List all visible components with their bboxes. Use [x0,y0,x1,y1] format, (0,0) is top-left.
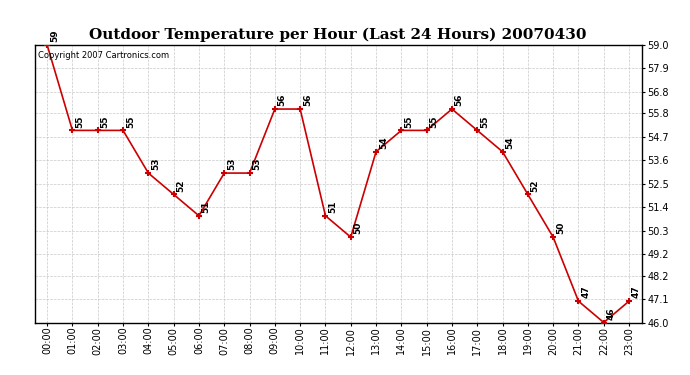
Text: 55: 55 [429,115,438,128]
Text: 54: 54 [379,136,388,149]
Text: 56: 56 [277,94,286,106]
Text: 59: 59 [50,30,59,42]
Text: 50: 50 [556,222,565,234]
Text: 50: 50 [353,222,362,234]
Text: 52: 52 [177,179,186,192]
Text: 46: 46 [607,307,615,320]
Text: 52: 52 [531,179,540,192]
Title: Outdoor Temperature per Hour (Last 24 Hours) 20070430: Outdoor Temperature per Hour (Last 24 Ho… [89,28,587,42]
Text: 55: 55 [480,115,489,128]
Text: 53: 53 [253,158,262,170]
Text: Copyright 2007 Cartronics.com: Copyright 2007 Cartronics.com [37,51,168,60]
Text: 55: 55 [404,115,413,128]
Text: 55: 55 [75,115,84,128]
Text: 51: 51 [201,201,210,213]
Text: 54: 54 [505,136,514,149]
Text: 53: 53 [227,158,236,170]
Text: 53: 53 [151,158,160,170]
Text: 56: 56 [303,94,312,106]
Text: 56: 56 [455,94,464,106]
Text: 51: 51 [328,201,337,213]
Text: 55: 55 [101,115,110,128]
Text: 47: 47 [581,286,590,298]
Text: 47: 47 [632,286,641,298]
Text: 55: 55 [126,115,135,128]
